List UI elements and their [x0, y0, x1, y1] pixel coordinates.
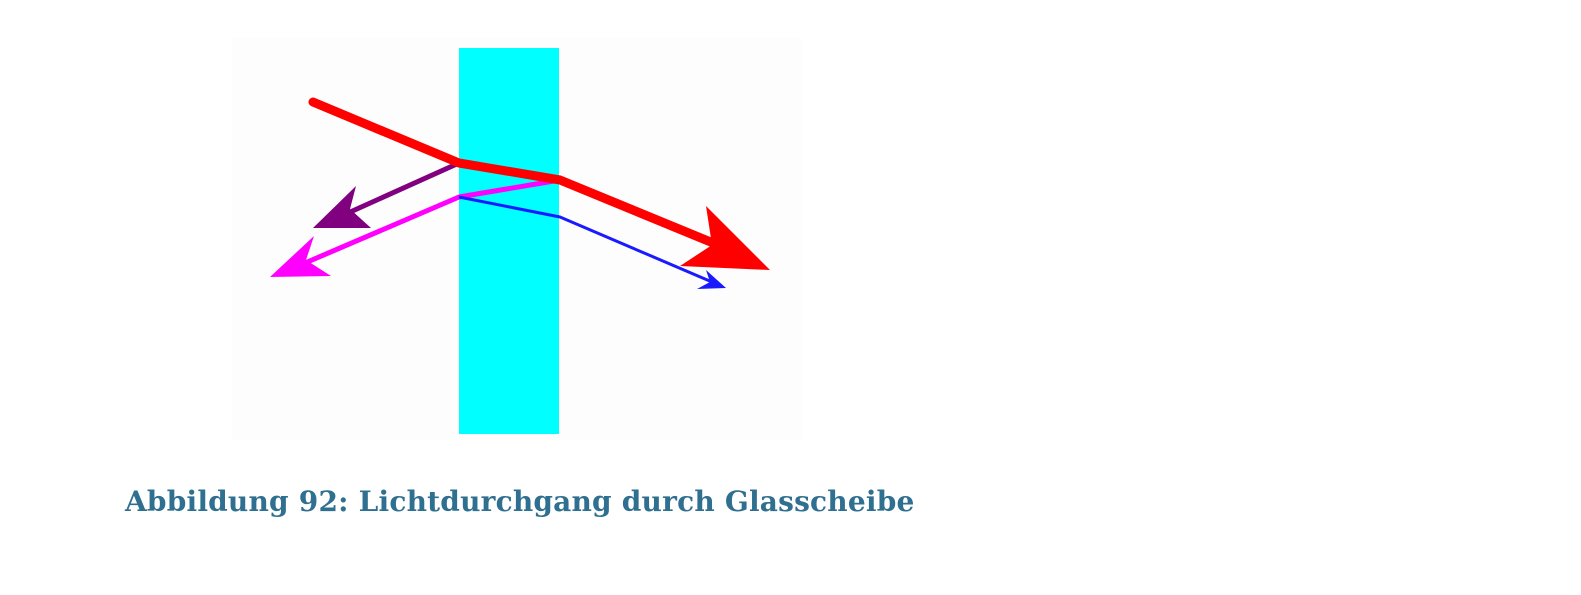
secondary-transmitted-ray	[458, 195, 726, 289]
incident-ray	[308, 97, 770, 270]
glass-pane	[459, 48, 559, 434]
transmitted-ray	[680, 206, 770, 270]
reflected-ray-front	[313, 160, 462, 228]
figure	[270, 48, 770, 434]
figure-caption: Abbildung 92: Lichtdurchgang durch Glass…	[125, 485, 915, 518]
refraction-diagram	[270, 48, 770, 434]
